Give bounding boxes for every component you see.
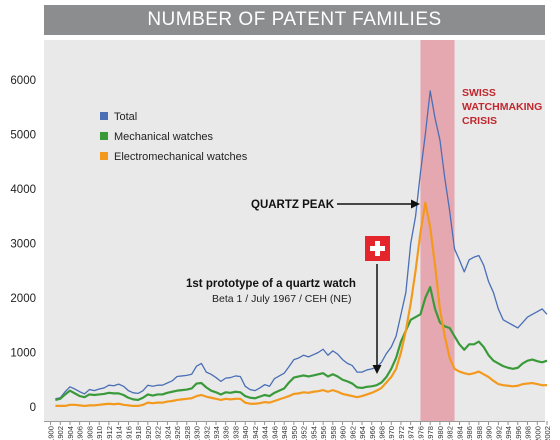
x-tick-label: 1970: [387, 426, 396, 440]
x-tick-label: 1956: [319, 426, 328, 440]
chart-title: NUMBER OF PATENT FAMILIES: [44, 5, 545, 35]
quartz-peak-annotation: QUARTZ PEAK: [251, 199, 420, 211]
x-tick-label: 1920: [144, 426, 153, 440]
x-tick-label: 1916: [124, 426, 133, 440]
x-tick-label: 1948: [280, 426, 289, 440]
legend-swatch-mechanical: [100, 132, 108, 140]
x-tick-label: 1910: [95, 426, 104, 440]
legend-label-mechanical: Mechanical watches: [114, 131, 214, 143]
x-tick-label: 2000: [533, 426, 542, 440]
x-tick-label: 1936: [222, 426, 231, 440]
x-tick-label: 1942: [251, 426, 260, 440]
crisis-label: SWISS WATCHMAKING CRISIS: [462, 87, 542, 127]
x-tick-label: 1900: [47, 426, 56, 440]
x-tick-label: 1918: [134, 426, 143, 440]
y-axis: 0 1000 2000 3000 4000 5000 6000: [10, 75, 36, 414]
y-tick-label: 6000: [10, 75, 36, 87]
x-tick-label: 1908: [85, 426, 94, 440]
x-tick-label: 1962: [348, 426, 357, 440]
quartz-peak-label: QUARTZ PEAK: [251, 199, 335, 211]
x-tick-label: 1974: [407, 426, 416, 440]
x-tick-label: 1914: [115, 426, 124, 440]
legend-swatch-total: [100, 112, 108, 120]
x-tick-label: 1986: [465, 426, 474, 440]
x-tick-label: 1958: [329, 426, 338, 440]
legend-label-electromechanical: Electromechanical watches: [114, 151, 248, 163]
prototype-label-line-2: Beta 1 / July 1967 / CEH (NE): [212, 293, 351, 305]
prototype-label-line-1: 1st prototype of a quartz watch: [186, 278, 356, 290]
y-tick-label: 4000: [10, 184, 36, 196]
plot-background: [44, 40, 545, 422]
x-tick-label: 1980: [436, 426, 445, 440]
y-tick-label: 2000: [10, 293, 36, 305]
series-layer: [55, 90, 548, 408]
x-tick-label: 1924: [163, 426, 172, 440]
crisis-label-line-3: CRISIS: [462, 115, 497, 127]
x-tick-label: 1964: [358, 426, 367, 440]
x-tick-label: 1968: [378, 426, 387, 440]
x-tick-label: 1976: [416, 426, 425, 440]
x-tick-label: 1934: [212, 426, 221, 440]
series-line-electromechanical: [55, 201, 547, 408]
x-tick-label: 1938: [231, 426, 240, 440]
legend: Total Mechanical watches Electromechanic…: [100, 111, 248, 163]
prototype-arrowhead: [372, 365, 382, 374]
x-tick-label: 1912: [105, 426, 114, 440]
x-tick-label: 1928: [183, 426, 192, 440]
x-tick-label: 1932: [202, 426, 211, 440]
x-tick-label: 1940: [241, 426, 250, 440]
y-tick-label: 1000: [10, 348, 36, 360]
x-tick-label: 1972: [397, 426, 406, 440]
x-tick-label: 1960: [339, 426, 348, 440]
y-tick-label: 0: [30, 402, 36, 414]
x-tick-label: 1988: [475, 426, 484, 440]
series-line-total: [55, 90, 548, 400]
x-tick-label: 1950: [290, 426, 299, 440]
legend-swatch-electromechanical: [100, 152, 108, 160]
x-axis: 1900 1902 1904 1906 1908 1910 1912 1914 1916 1918…: [47, 421, 552, 440]
x-tick-label: 1978: [426, 426, 435, 440]
x-tick-label: 1966: [368, 426, 377, 440]
crisis-label-line-2: WATCHMAKING: [462, 101, 542, 113]
x-tick-label: 1990: [485, 426, 494, 440]
x-tick-label: 1998: [524, 426, 533, 440]
x-tick-label: 1996: [514, 426, 523, 440]
prototype-annotation: 1st prototype of a quartz watch Beta 1 /…: [186, 264, 382, 374]
x-tick-label: 1984: [455, 426, 464, 440]
series-line-mechanical: [55, 286, 548, 402]
x-tick-label: 1946: [270, 426, 279, 440]
swiss-flag-icon: [365, 236, 390, 261]
x-tick-label: 1902: [56, 426, 65, 440]
x-tick-label: 1922: [154, 426, 163, 440]
swiss-flag-cross-horizontal: [370, 246, 385, 251]
x-tick-label: 1952: [300, 426, 309, 440]
y-tick-label: 3000: [10, 239, 36, 251]
x-tick-label: 1926: [173, 426, 182, 440]
x-tick-label: 1994: [504, 426, 513, 440]
x-tick-label: 1954: [309, 426, 318, 440]
x-tick-label: 1944: [261, 426, 270, 440]
legend-label-total: Total: [114, 111, 137, 123]
crisis-band: [420, 40, 455, 422]
y-tick-label: 5000: [10, 130, 36, 142]
x-tick-label: 1930: [193, 426, 202, 440]
crisis-label-line-1: SWISS: [462, 87, 496, 99]
x-tick-label: 1992: [494, 426, 503, 440]
x-tick-label: 1982: [446, 426, 455, 440]
x-tick-label: 1906: [76, 426, 85, 440]
quartz-peak-arrowhead: [411, 199, 420, 209]
x-tick-label: 1904: [66, 426, 75, 440]
x-tick-label: 2002: [543, 426, 552, 440]
